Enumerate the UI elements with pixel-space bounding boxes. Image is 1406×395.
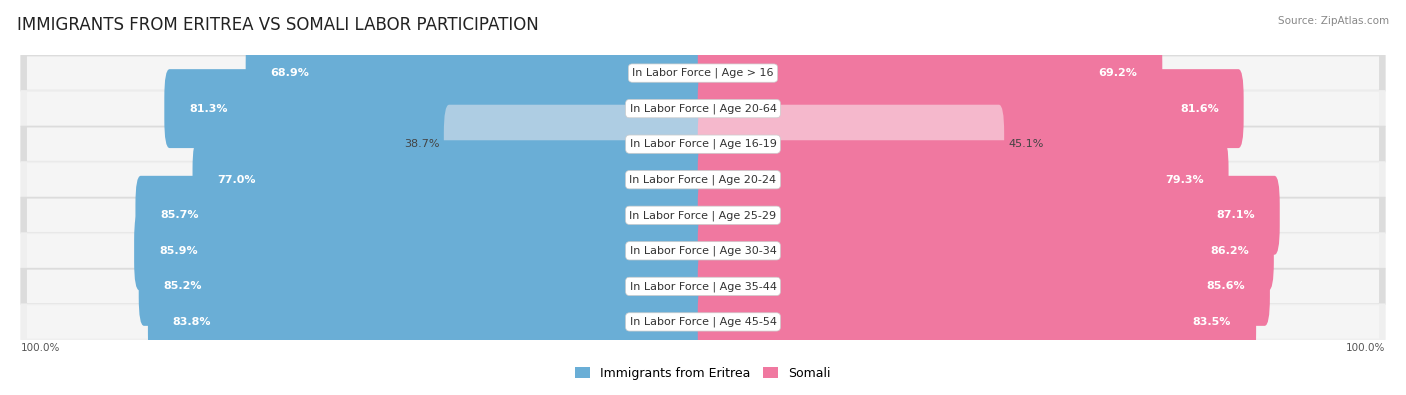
FancyBboxPatch shape bbox=[20, 161, 1386, 198]
Text: 69.2%: 69.2% bbox=[1098, 68, 1137, 78]
FancyBboxPatch shape bbox=[697, 105, 1004, 184]
FancyBboxPatch shape bbox=[20, 268, 1386, 305]
Text: 85.9%: 85.9% bbox=[159, 246, 198, 256]
FancyBboxPatch shape bbox=[20, 303, 1386, 340]
FancyBboxPatch shape bbox=[697, 247, 1270, 326]
FancyBboxPatch shape bbox=[697, 69, 1244, 148]
FancyBboxPatch shape bbox=[139, 247, 709, 326]
FancyBboxPatch shape bbox=[193, 140, 709, 219]
Text: IMMIGRANTS FROM ERITREA VS SOMALI LABOR PARTICIPATION: IMMIGRANTS FROM ERITREA VS SOMALI LABOR … bbox=[17, 16, 538, 34]
Text: 81.3%: 81.3% bbox=[190, 103, 228, 114]
FancyBboxPatch shape bbox=[134, 211, 709, 290]
Text: 100.0%: 100.0% bbox=[21, 342, 60, 352]
Text: 85.2%: 85.2% bbox=[163, 281, 202, 292]
Text: 45.1%: 45.1% bbox=[1008, 139, 1045, 149]
Text: 83.5%: 83.5% bbox=[1192, 317, 1232, 327]
FancyBboxPatch shape bbox=[697, 282, 1256, 361]
FancyBboxPatch shape bbox=[20, 126, 1386, 163]
FancyBboxPatch shape bbox=[20, 90, 1386, 127]
FancyBboxPatch shape bbox=[697, 34, 1163, 113]
Text: In Labor Force | Age 20-24: In Labor Force | Age 20-24 bbox=[630, 175, 776, 185]
FancyBboxPatch shape bbox=[27, 270, 1379, 303]
FancyBboxPatch shape bbox=[20, 55, 1386, 92]
Text: 83.8%: 83.8% bbox=[173, 317, 211, 327]
FancyBboxPatch shape bbox=[27, 234, 1379, 267]
Text: 79.3%: 79.3% bbox=[1166, 175, 1204, 185]
Text: 85.6%: 85.6% bbox=[1206, 281, 1244, 292]
FancyBboxPatch shape bbox=[20, 232, 1386, 269]
FancyBboxPatch shape bbox=[246, 34, 709, 113]
FancyBboxPatch shape bbox=[165, 69, 709, 148]
Text: In Labor Force | Age 16-19: In Labor Force | Age 16-19 bbox=[630, 139, 776, 149]
Text: 77.0%: 77.0% bbox=[218, 175, 256, 185]
FancyBboxPatch shape bbox=[697, 176, 1279, 255]
Text: In Labor Force | Age 35-44: In Labor Force | Age 35-44 bbox=[630, 281, 776, 292]
FancyBboxPatch shape bbox=[27, 305, 1379, 339]
FancyBboxPatch shape bbox=[27, 92, 1379, 125]
Text: 81.6%: 81.6% bbox=[1180, 103, 1219, 114]
Text: In Labor Force | Age 20-64: In Labor Force | Age 20-64 bbox=[630, 103, 776, 114]
FancyBboxPatch shape bbox=[27, 56, 1379, 90]
Text: 68.9%: 68.9% bbox=[270, 68, 309, 78]
FancyBboxPatch shape bbox=[135, 176, 709, 255]
FancyBboxPatch shape bbox=[27, 128, 1379, 161]
Text: 86.2%: 86.2% bbox=[1211, 246, 1249, 256]
FancyBboxPatch shape bbox=[697, 211, 1274, 290]
Text: In Labor Force | Age 25-29: In Labor Force | Age 25-29 bbox=[630, 210, 776, 220]
Text: Source: ZipAtlas.com: Source: ZipAtlas.com bbox=[1278, 16, 1389, 26]
Legend: Immigrants from Eritrea, Somali: Immigrants from Eritrea, Somali bbox=[571, 362, 835, 385]
FancyBboxPatch shape bbox=[27, 163, 1379, 196]
Text: 85.7%: 85.7% bbox=[160, 210, 198, 220]
FancyBboxPatch shape bbox=[20, 197, 1386, 234]
Text: In Labor Force | Age 45-54: In Labor Force | Age 45-54 bbox=[630, 317, 776, 327]
Text: In Labor Force | Age > 16: In Labor Force | Age > 16 bbox=[633, 68, 773, 78]
FancyBboxPatch shape bbox=[27, 199, 1379, 232]
FancyBboxPatch shape bbox=[148, 282, 709, 361]
Text: 100.0%: 100.0% bbox=[1346, 342, 1385, 352]
Text: 38.7%: 38.7% bbox=[404, 139, 439, 149]
Text: 87.1%: 87.1% bbox=[1216, 210, 1254, 220]
FancyBboxPatch shape bbox=[444, 105, 709, 184]
Text: In Labor Force | Age 30-34: In Labor Force | Age 30-34 bbox=[630, 246, 776, 256]
FancyBboxPatch shape bbox=[697, 140, 1229, 219]
